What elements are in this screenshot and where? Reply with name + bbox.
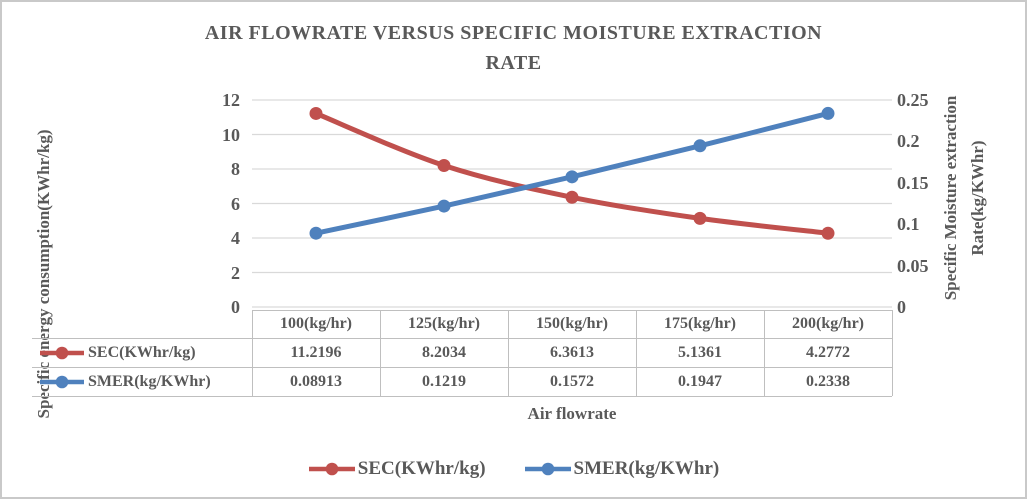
table-value-cell: 0.08913: [290, 372, 342, 390]
table-value-cell: 0.1219: [422, 372, 466, 390]
legend-item: SMER(kg/KWhr): [524, 458, 720, 480]
legend-marker-icon: [40, 346, 84, 359]
y-left-tick-label: 4: [231, 228, 240, 248]
series-marker-sec: [437, 158, 451, 172]
y-right-tick-label: 0.05: [897, 255, 929, 276]
y-axis-right-title-line2: Rate(kg/KWhr): [968, 140, 987, 256]
series-marker-smer: [437, 199, 451, 213]
y-left-tick-label: 2: [231, 262, 240, 283]
y-left-tick-label: 10: [222, 124, 240, 145]
table-border: [252, 310, 253, 396]
y-right-tick-label: 0.25: [897, 90, 929, 110]
table-value-cell: 4.2772: [806, 343, 850, 361]
table-border: [252, 310, 892, 311]
table-series-name: SEC(KWhr/kg): [32, 339, 251, 366]
table-border: [636, 310, 637, 396]
series-marker-smer: [309, 226, 323, 240]
legend-label: SMER(kg/KWhr): [573, 458, 720, 479]
series-marker-smer: [821, 106, 835, 120]
table-border: [32, 367, 892, 368]
y-right-tick-label: 0: [897, 297, 906, 317]
table-value-cell: 8.2034: [422, 343, 466, 361]
table-value-cell: 6.3613: [550, 343, 594, 361]
series-marker-sec: [821, 226, 835, 240]
y-left-tick-label: 0: [231, 297, 240, 317]
table-value-cell: 5.1361: [678, 343, 722, 361]
table-border: [32, 338, 892, 339]
y-left-tick-label: 8: [231, 159, 240, 179]
table-border: [380, 310, 381, 396]
legend-marker-icon: [40, 375, 84, 388]
table-border: [892, 310, 893, 396]
series-marker-sec: [693, 211, 707, 225]
table-series-label: SMER(kg/KWhr): [88, 372, 211, 390]
table-border: [508, 310, 509, 396]
table-series-name: SMER(kg/KWhr): [32, 368, 251, 395]
table-header-cell: 100(kg/hr): [280, 315, 352, 332]
table-border: [32, 396, 892, 397]
chart-title-line2: RATE: [485, 52, 542, 74]
series-marker-smer: [565, 170, 579, 184]
series-marker-sec: [565, 190, 579, 204]
series-marker-smer: [693, 139, 707, 153]
chart-title: AIR FLOWRATE VERSUS SPECIFIC MOISTURE EX…: [2, 18, 1025, 78]
y-left-tick-label: 6: [231, 193, 240, 214]
table-value-cell: 0.2338: [806, 372, 850, 390]
table-border: [764, 310, 765, 396]
x-axis-title: Air flowrate: [527, 404, 617, 423]
y-right-tick-label: 0.15: [897, 172, 929, 193]
table-header-cell: 200(kg/hr): [792, 315, 864, 332]
table-value-cell: 0.1572: [550, 372, 594, 390]
y-right-tick-label: 0.1: [897, 214, 920, 235]
legend-marker-icon: [524, 462, 571, 476]
legend: SEC(KWhr/kg) SMER(kg/KWhr): [2, 454, 1025, 484]
legend-label: SEC(KWhr/kg): [357, 458, 486, 479]
table-value-cell: 0.1947: [678, 372, 722, 390]
legend-marker-icon: [308, 462, 355, 476]
y-right-tick-label: 0.2: [897, 131, 920, 152]
table-header-cell: 150(kg/hr): [536, 315, 608, 332]
table-series-label: SEC(KWhr/kg): [88, 343, 196, 361]
table-value-cell: 11.2196: [290, 343, 342, 361]
table-header-cell: 125(kg/hr): [408, 315, 480, 332]
y-left-tick-label: 12: [222, 90, 240, 110]
legend-item: SEC(KWhr/kg): [308, 458, 486, 480]
plot-area: [252, 99, 892, 308]
chart-title-line1: AIR FLOWRATE VERSUS SPECIFIC MOISTURE EX…: [204, 22, 823, 44]
series-marker-sec: [309, 106, 323, 120]
table-header-cell: 175(kg/hr): [664, 315, 736, 332]
